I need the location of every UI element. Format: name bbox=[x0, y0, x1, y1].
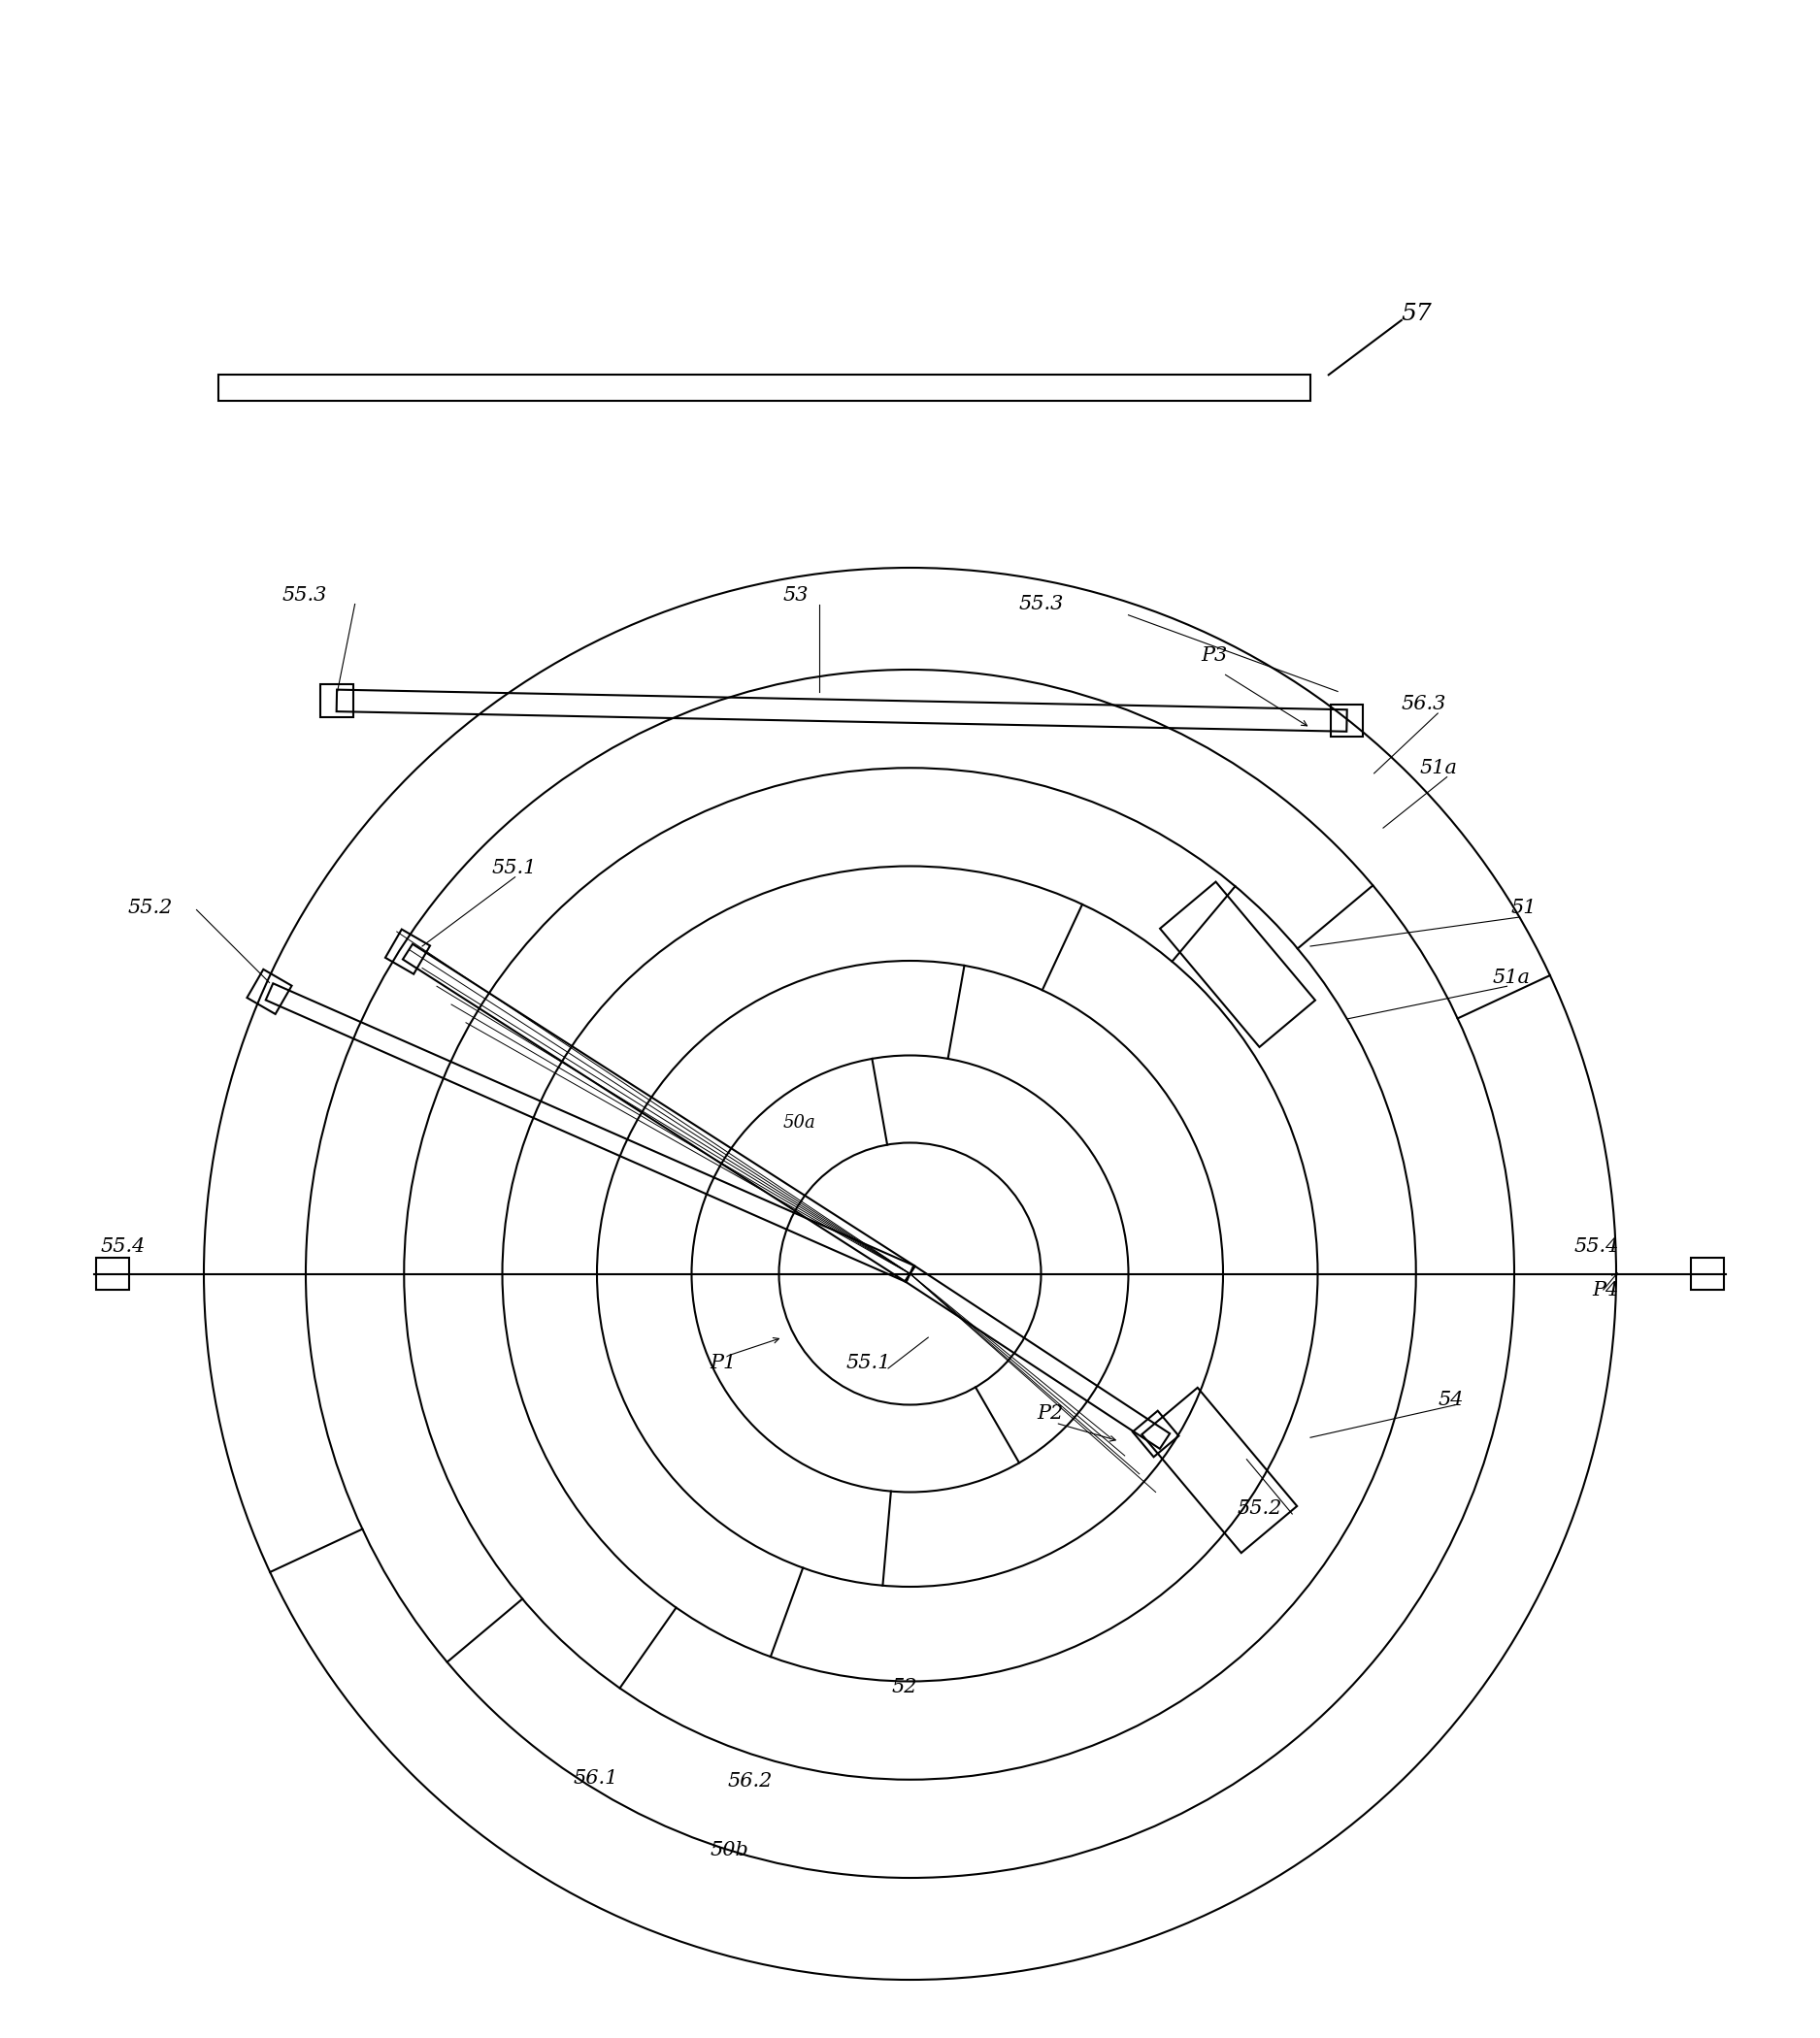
Text: 55.4: 55.4 bbox=[100, 1237, 146, 1255]
Text: P3: P3 bbox=[1201, 646, 1228, 664]
Text: 56.3: 56.3 bbox=[1401, 695, 1447, 713]
Text: 51a: 51a bbox=[1492, 968, 1531, 986]
Text: 53: 53 bbox=[783, 587, 808, 605]
Text: 51a: 51a bbox=[1420, 758, 1458, 776]
Text: 55.2: 55.2 bbox=[127, 899, 173, 917]
Text: 50a: 50a bbox=[783, 1115, 815, 1131]
Text: P2: P2 bbox=[1037, 1404, 1065, 1423]
Text: 55.2: 55.2 bbox=[1238, 1500, 1283, 1518]
Text: 57: 57 bbox=[1401, 304, 1432, 326]
Text: 55.3: 55.3 bbox=[282, 587, 328, 605]
Text: 55.1: 55.1 bbox=[491, 858, 537, 876]
Text: 55.1: 55.1 bbox=[846, 1353, 892, 1372]
Text: 55.3: 55.3 bbox=[1019, 595, 1065, 613]
Text: 55.4: 55.4 bbox=[1574, 1237, 1620, 1255]
Text: 56.1: 56.1 bbox=[573, 1769, 619, 1787]
Text: 51: 51 bbox=[1511, 899, 1536, 917]
Text: 50b: 50b bbox=[710, 1842, 748, 1861]
Text: 52: 52 bbox=[892, 1677, 917, 1696]
Text: P1: P1 bbox=[710, 1353, 737, 1372]
Text: 56.2: 56.2 bbox=[728, 1773, 773, 1791]
Text: P4: P4 bbox=[1592, 1282, 1620, 1300]
Text: 54: 54 bbox=[1438, 1390, 1463, 1408]
